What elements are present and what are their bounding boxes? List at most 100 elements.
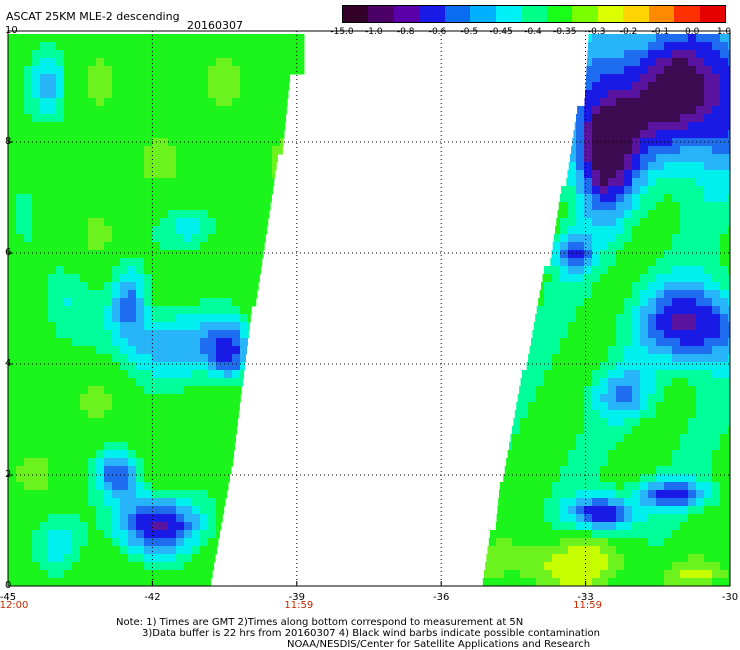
wind-cell bbox=[120, 34, 129, 43]
wind-cell bbox=[48, 490, 57, 499]
wind-cell bbox=[64, 466, 73, 475]
wind-cell bbox=[24, 442, 33, 451]
wind-cell bbox=[632, 186, 641, 195]
wind-cell bbox=[120, 306, 129, 315]
wind-cell bbox=[136, 562, 145, 571]
wind-cell bbox=[120, 194, 129, 203]
wind-cell bbox=[656, 130, 665, 139]
wind-cell bbox=[48, 338, 57, 347]
wind-cell bbox=[96, 282, 105, 291]
wind-cell bbox=[568, 442, 577, 451]
wind-cell bbox=[264, 202, 271, 211]
wind-cell bbox=[40, 202, 49, 211]
wind-cell bbox=[120, 506, 129, 515]
wind-cell bbox=[72, 266, 81, 275]
wind-cell bbox=[720, 338, 729, 347]
wind-cell bbox=[136, 306, 145, 315]
wind-cell bbox=[240, 58, 249, 67]
wind-cell bbox=[232, 58, 241, 67]
wind-cell bbox=[216, 314, 225, 323]
wind-cell bbox=[648, 258, 657, 267]
wind-cell bbox=[640, 346, 649, 355]
wind-cell bbox=[40, 242, 49, 251]
wind-cell bbox=[200, 426, 209, 435]
wind-cell bbox=[112, 426, 121, 435]
wind-cell bbox=[24, 178, 33, 187]
wind-cell bbox=[56, 506, 65, 515]
wind-cell bbox=[688, 146, 697, 155]
wind-cell bbox=[176, 370, 185, 379]
wind-cell bbox=[704, 378, 713, 387]
wind-cell bbox=[96, 202, 105, 211]
wind-cell bbox=[224, 34, 233, 43]
wind-cell bbox=[224, 434, 233, 443]
wind-cell bbox=[96, 98, 105, 107]
wind-cell bbox=[526, 362, 529, 371]
wind-cell bbox=[72, 490, 81, 499]
wind-cell bbox=[128, 154, 137, 163]
wind-cell bbox=[184, 186, 193, 195]
wind-cell bbox=[64, 530, 73, 539]
wind-cell bbox=[560, 490, 569, 499]
wind-cell bbox=[488, 538, 497, 547]
wind-cell bbox=[192, 346, 201, 355]
wind-cell bbox=[592, 34, 601, 43]
wind-cell bbox=[696, 122, 705, 131]
wind-cell bbox=[728, 298, 731, 307]
wind-cell bbox=[16, 58, 25, 67]
wind-cell bbox=[104, 466, 113, 475]
wind-cell bbox=[88, 514, 97, 523]
wind-cell bbox=[88, 474, 97, 483]
wind-cell bbox=[176, 346, 185, 355]
wind-cell bbox=[136, 186, 145, 195]
wind-cell bbox=[72, 362, 81, 371]
wind-cell bbox=[672, 66, 681, 75]
wind-cell bbox=[240, 394, 241, 403]
wind-cell bbox=[680, 226, 689, 235]
wind-cell bbox=[632, 258, 641, 267]
wind-cell bbox=[120, 514, 129, 523]
wind-cell bbox=[152, 370, 161, 379]
wind-cell bbox=[96, 290, 105, 299]
wind-cell bbox=[240, 42, 249, 51]
wind-cell bbox=[240, 218, 249, 227]
wind-cell bbox=[728, 138, 731, 147]
wind-cell bbox=[104, 522, 113, 531]
wind-cell bbox=[656, 434, 665, 443]
wind-cell bbox=[696, 218, 705, 227]
wind-cell bbox=[704, 146, 713, 155]
wind-cell bbox=[688, 314, 697, 323]
wind-cell bbox=[112, 562, 121, 571]
wind-cell bbox=[624, 514, 633, 523]
wind-cell bbox=[240, 114, 249, 123]
wind-cell bbox=[712, 34, 721, 43]
wind-cell bbox=[8, 154, 17, 163]
wind-cell bbox=[16, 362, 25, 371]
wind-cell bbox=[656, 426, 665, 435]
wind-cell bbox=[696, 426, 705, 435]
wind-cell bbox=[192, 578, 201, 587]
wind-cell bbox=[32, 154, 41, 163]
wind-cell bbox=[176, 210, 185, 219]
wind-cell bbox=[720, 66, 729, 75]
wind-cell bbox=[664, 266, 673, 275]
wind-cell bbox=[40, 106, 49, 115]
wind-cell bbox=[608, 242, 617, 251]
wind-cell bbox=[144, 34, 153, 43]
wind-cell bbox=[80, 202, 89, 211]
wind-cell bbox=[144, 306, 153, 315]
chart-date: 20160307 bbox=[187, 19, 243, 32]
wind-cell bbox=[144, 410, 153, 419]
wind-cell bbox=[640, 386, 649, 395]
wind-cell bbox=[200, 226, 209, 235]
wind-cell bbox=[128, 562, 137, 571]
wind-cell bbox=[248, 226, 257, 235]
wind-cell bbox=[616, 154, 625, 163]
y-tick-label: 2 bbox=[5, 469, 12, 480]
wind-cell bbox=[8, 370, 17, 379]
wind-cell bbox=[16, 554, 25, 563]
wind-cell bbox=[80, 234, 89, 243]
wind-cell bbox=[656, 490, 665, 499]
wind-cell bbox=[592, 570, 601, 579]
